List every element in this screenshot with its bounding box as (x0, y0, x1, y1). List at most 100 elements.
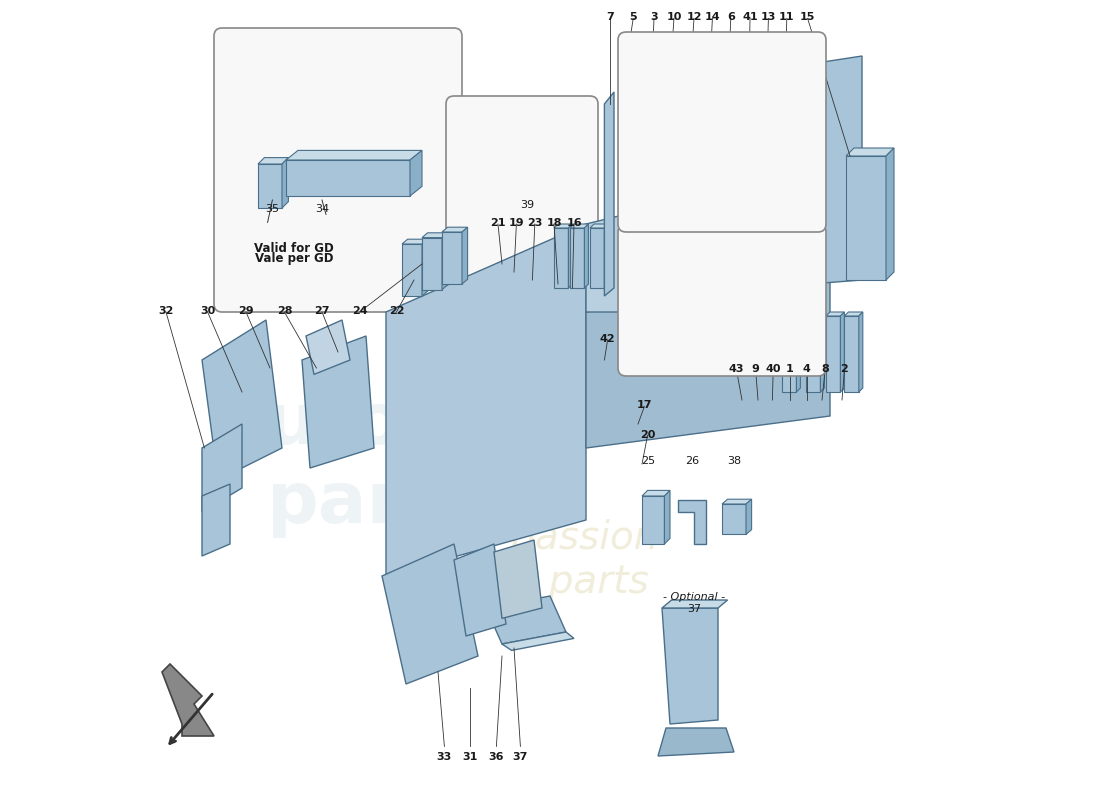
Text: 22: 22 (388, 306, 404, 316)
Text: 18: 18 (547, 218, 562, 229)
Polygon shape (619, 92, 628, 296)
Polygon shape (502, 632, 574, 650)
Polygon shape (554, 224, 572, 228)
Text: 1: 1 (786, 364, 794, 374)
Polygon shape (806, 316, 821, 392)
Text: 34: 34 (315, 204, 329, 214)
Polygon shape (286, 150, 422, 160)
FancyBboxPatch shape (618, 32, 826, 232)
Text: 40: 40 (766, 364, 781, 374)
Polygon shape (840, 312, 845, 392)
Text: eurocar
parts: eurocar parts (218, 390, 530, 538)
Polygon shape (698, 82, 728, 88)
Text: 28: 28 (277, 306, 293, 316)
Polygon shape (796, 312, 801, 392)
Polygon shape (642, 490, 670, 496)
Text: 21: 21 (491, 218, 506, 229)
Polygon shape (660, 127, 685, 132)
Polygon shape (678, 82, 708, 88)
Text: 15: 15 (800, 12, 815, 22)
Polygon shape (454, 544, 506, 636)
Polygon shape (681, 127, 685, 208)
Polygon shape (604, 92, 614, 296)
Polygon shape (382, 544, 478, 684)
Text: 16: 16 (566, 218, 582, 229)
Polygon shape (746, 499, 751, 534)
Polygon shape (826, 312, 845, 316)
Polygon shape (202, 484, 230, 556)
Polygon shape (442, 233, 448, 290)
Text: 36: 36 (488, 752, 504, 762)
Polygon shape (722, 504, 746, 534)
Polygon shape (702, 82, 708, 160)
Polygon shape (586, 272, 830, 448)
FancyBboxPatch shape (446, 96, 598, 312)
Polygon shape (722, 499, 751, 504)
Polygon shape (442, 232, 462, 284)
Polygon shape (758, 56, 862, 288)
Polygon shape (422, 238, 442, 290)
Polygon shape (662, 608, 718, 724)
Polygon shape (306, 320, 350, 374)
Text: 2: 2 (840, 364, 848, 374)
Polygon shape (698, 88, 722, 160)
Polygon shape (486, 596, 566, 644)
Polygon shape (202, 320, 282, 480)
Polygon shape (569, 224, 572, 288)
FancyBboxPatch shape (214, 28, 462, 312)
Polygon shape (845, 316, 859, 392)
Text: 26: 26 (685, 456, 700, 466)
Polygon shape (422, 239, 428, 296)
Text: 38: 38 (727, 456, 741, 466)
Polygon shape (604, 224, 608, 288)
Text: 8: 8 (822, 364, 829, 374)
Polygon shape (678, 88, 702, 160)
Polygon shape (202, 424, 242, 512)
Polygon shape (554, 228, 569, 288)
Text: 27: 27 (315, 306, 330, 316)
Polygon shape (660, 132, 681, 208)
Polygon shape (586, 184, 750, 312)
Text: 14: 14 (705, 12, 720, 22)
Polygon shape (846, 148, 894, 156)
Polygon shape (442, 227, 468, 232)
Text: 17: 17 (637, 400, 652, 410)
Polygon shape (258, 158, 288, 164)
Text: 43: 43 (728, 364, 744, 374)
Polygon shape (646, 127, 671, 132)
Text: Valid for GD: Valid for GD (254, 242, 334, 254)
Text: 31: 31 (462, 752, 477, 762)
Polygon shape (570, 224, 589, 228)
Text: - Optional -: - Optional - (663, 592, 725, 602)
Polygon shape (258, 164, 282, 208)
Polygon shape (302, 336, 374, 468)
Polygon shape (570, 228, 584, 288)
Polygon shape (806, 312, 824, 316)
Polygon shape (410, 150, 422, 196)
Polygon shape (386, 224, 586, 576)
Polygon shape (886, 148, 894, 280)
Polygon shape (642, 496, 664, 544)
Polygon shape (662, 88, 686, 160)
Text: a passion
for parts: a passion for parts (474, 519, 658, 601)
Polygon shape (666, 127, 671, 208)
Text: 37: 37 (686, 604, 701, 614)
Polygon shape (282, 158, 288, 208)
Polygon shape (662, 82, 692, 88)
Text: 6: 6 (727, 12, 735, 22)
Polygon shape (162, 664, 214, 736)
Text: 37: 37 (513, 752, 528, 762)
Text: 30: 30 (200, 306, 216, 316)
Text: 24: 24 (352, 306, 367, 316)
Text: 11: 11 (779, 12, 794, 22)
Polygon shape (462, 227, 468, 284)
Text: 12: 12 (686, 12, 702, 22)
Text: 41: 41 (742, 12, 758, 22)
Polygon shape (782, 312, 801, 316)
Text: 13: 13 (761, 12, 777, 22)
Polygon shape (494, 540, 542, 618)
Text: 25: 25 (641, 456, 656, 466)
Polygon shape (845, 312, 862, 316)
Text: 20: 20 (640, 430, 656, 440)
Polygon shape (402, 244, 422, 296)
